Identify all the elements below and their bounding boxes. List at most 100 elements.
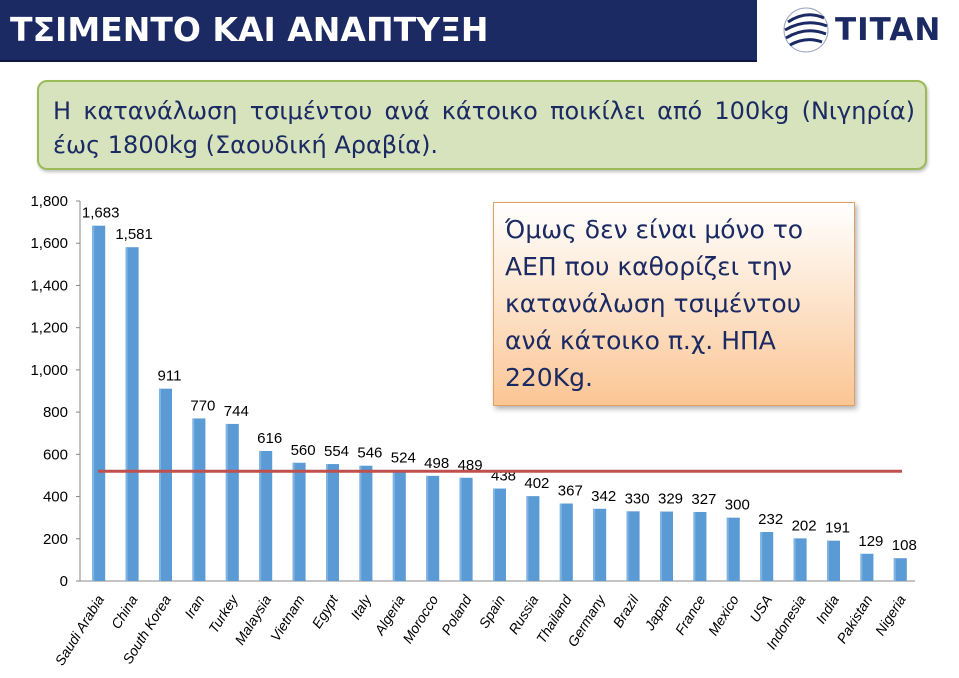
bar-chart: 0 200 400 600 800 1,000 1,200 1,400 1,600 1,800 1,… (30, 193, 916, 668)
bar-highlight (693, 511, 696, 581)
data-label: 524 (391, 449, 416, 466)
y-tick-label: 0 (60, 573, 68, 590)
data-label: 498 (424, 455, 449, 472)
bar (92, 225, 106, 581)
data-label: 560 (291, 442, 316, 459)
data-label: 554 (324, 443, 349, 460)
bar (292, 462, 306, 581)
category-label: Egypt (308, 591, 341, 631)
data-label: 342 (591, 488, 616, 505)
data-label: 1,683 (82, 205, 120, 222)
y-tick-label: 1,200 (30, 320, 68, 337)
category-label: India (812, 592, 842, 626)
y-tick-label: 800 (43, 404, 68, 421)
bar (526, 496, 540, 581)
y-tick-label: 200 (43, 531, 68, 548)
category-label: Italy (347, 591, 375, 622)
data-label: 330 (625, 490, 650, 507)
callout-right-text: Όμως δεν είναι μόνο το ΑΕΠ που καθορίζει… (505, 215, 804, 392)
y-tick-label: 1,000 (30, 362, 68, 379)
bar (860, 553, 874, 581)
titan-logo-text: TITAN (835, 12, 942, 48)
bar-highlight (559, 503, 562, 581)
bar-highlight (493, 488, 495, 581)
data-label: 367 (558, 483, 583, 500)
bar (459, 477, 473, 581)
data-label: 402 (524, 475, 549, 492)
bar-highlight (827, 540, 829, 581)
bar-highlight (526, 496, 529, 581)
callout-right: Όμως δεν είναι μόνο το ΑΕΠ που καθορίζει… (493, 202, 855, 406)
data-label: 232 (758, 511, 783, 528)
y-tick-label: 1,600 (30, 235, 68, 252)
category-label: China (108, 592, 141, 632)
data-label: 616 (257, 430, 282, 447)
data-label: 300 (725, 497, 750, 514)
data-label: 770 (190, 397, 215, 414)
y-tick-label: 600 (43, 446, 68, 463)
bar (192, 418, 206, 581)
data-label: 744 (224, 403, 249, 420)
bar-highlight (292, 462, 295, 581)
bar (326, 464, 339, 581)
bar (593, 508, 607, 581)
bar (426, 475, 440, 581)
bar (259, 450, 273, 581)
category-label: Japan (641, 592, 675, 634)
data-label: 329 (658, 491, 683, 508)
bar (559, 503, 573, 581)
data-label: 202 (792, 517, 817, 534)
category-label: Turkey (205, 591, 241, 636)
header-bar: ΤΣΙΜΕΝΤΟ ΚΑΙ ΑΝΑΠΤΥΞΗ (0, 0, 757, 62)
category-label: Saudi Arabia (51, 592, 107, 668)
category-label: Vietnam (267, 592, 308, 644)
y-tick-label: 400 (43, 489, 68, 506)
bar (125, 247, 139, 581)
category-label: Poland (438, 591, 475, 637)
bar-highlight (426, 475, 429, 581)
bar-highlight (92, 225, 95, 581)
bar (726, 517, 740, 581)
page-title: ΤΣΙΜΕΝΤΟ ΚΑΙ ΑΝΑΠΤΥΞΗ (10, 10, 489, 49)
category-label: USA (746, 592, 775, 625)
bar-highlight (392, 470, 395, 581)
data-label: 911 (158, 368, 182, 385)
category-label: France (672, 592, 709, 638)
data-label: 129 (858, 533, 883, 550)
bar-highlight (626, 511, 629, 581)
bar-highlight (459, 477, 462, 581)
y-tick-label: 1,800 (30, 193, 68, 210)
bar-highlight (660, 511, 662, 581)
bar-highlight (192, 418, 195, 581)
bar (660, 511, 673, 581)
bar (493, 488, 506, 581)
bar (392, 470, 406, 581)
bar (693, 511, 707, 581)
bar (159, 388, 172, 581)
category-label: Russia (505, 592, 541, 637)
bar-highlight (760, 532, 763, 581)
bar-highlight (125, 247, 128, 581)
titan-logo: TITAN (780, 2, 958, 58)
callout-top-text: Η κατανάλωση τσιμέντου ανά κάτοικο ποικί… (53, 97, 915, 159)
titan-globe-icon (783, 7, 829, 53)
bar (893, 558, 907, 581)
category-label: Brazil (610, 591, 643, 630)
bar-highlight (225, 423, 228, 581)
category-label: Nigeria (872, 592, 909, 638)
bar (760, 532, 774, 581)
category-label: Spain (475, 592, 508, 631)
bar (225, 423, 239, 581)
data-label: 191 (825, 520, 850, 537)
y-tick-label: 1,400 (30, 277, 68, 294)
bar (359, 465, 373, 581)
data-label: 1,581 (115, 226, 153, 243)
category-label: Mexico (705, 592, 742, 638)
data-label: 546 (357, 445, 382, 462)
bar-highlight (359, 465, 362, 581)
bar-highlight (860, 553, 863, 581)
bar (626, 511, 640, 581)
data-label: 489 (458, 457, 483, 474)
bar-highlight (793, 538, 796, 581)
bar (793, 538, 807, 581)
